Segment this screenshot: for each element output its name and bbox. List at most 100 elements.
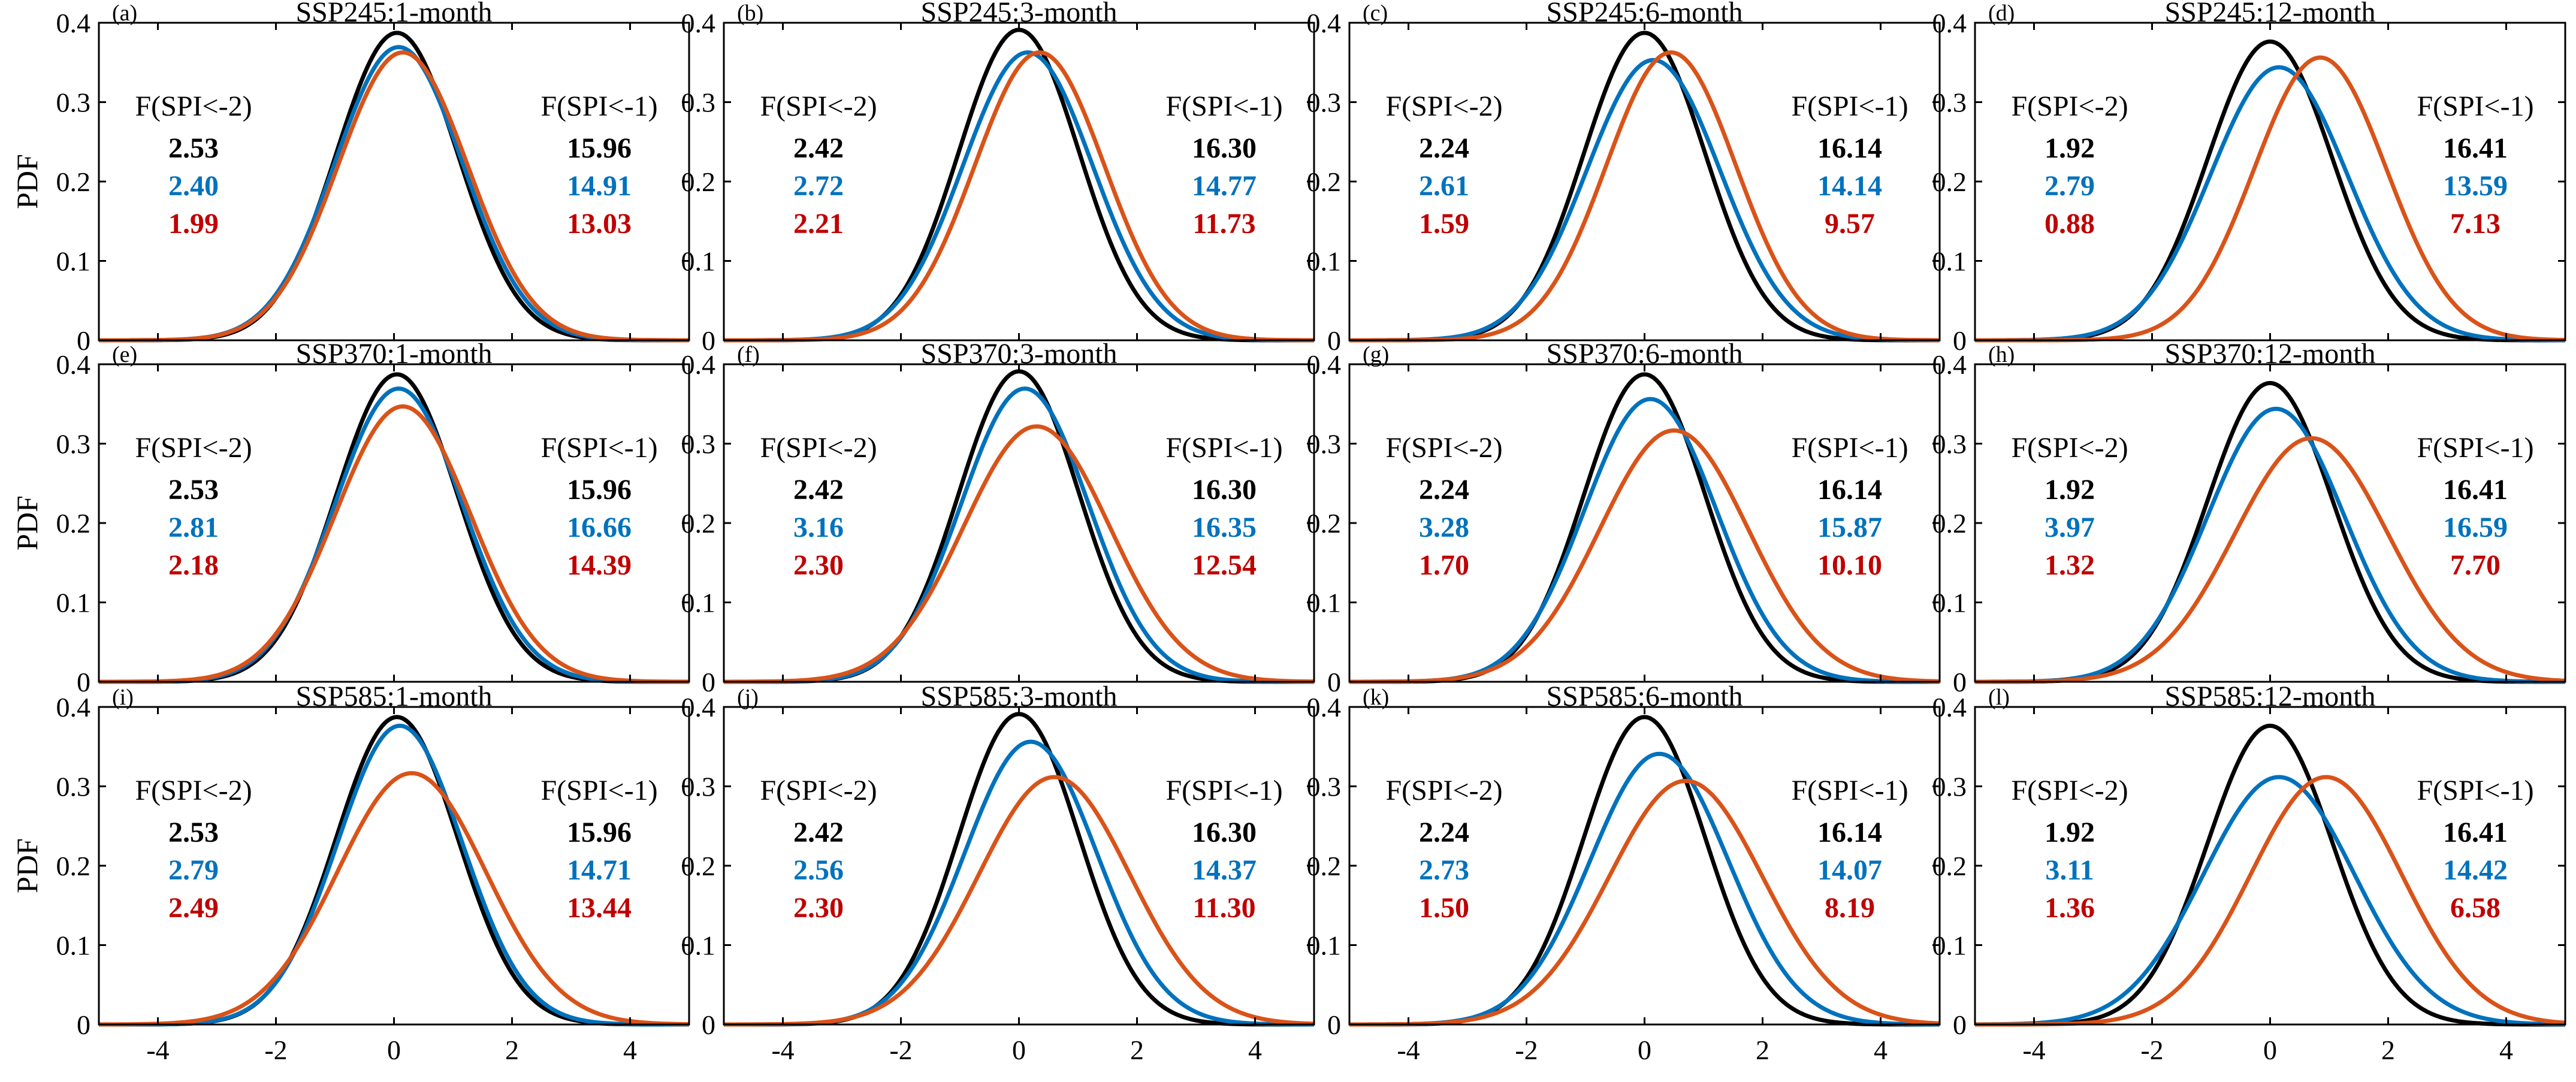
y-tick-label: 0.4	[56, 349, 91, 380]
f-spi-lt-m1-value: 16.14	[1817, 817, 1882, 848]
chart-panel: 0 0.1 0.2 0.3 0.4 SSP245:12-month (d) F(SPI<-2)…	[1932, 0, 2566, 356]
f-spi-lt-m2-header: F(SPI<-2)	[1385, 90, 1502, 122]
y-tick-label: 0.1	[1307, 588, 1342, 618]
f-spi-lt-m2-value: 2.53	[168, 474, 219, 506]
y-tick-label: 0.1	[1307, 246, 1342, 277]
f-spi-lt-m2-value: 2.72	[793, 170, 844, 202]
panel-title: SSP370:1-month	[295, 338, 492, 370]
y-tick-label: 0.2	[1932, 508, 1967, 539]
f-spi-lt-m1-value: 12.54	[1192, 549, 1257, 581]
y-tick-label: 0	[1327, 667, 1341, 697]
f-spi-lt-m2-header: F(SPI<-2)	[135, 432, 252, 464]
f-spi-lt-m2-value: 2.81	[168, 512, 219, 543]
x-tick-label: 4	[1874, 1035, 1888, 1065]
f-spi-lt-m2-value: 1.92	[2045, 817, 2095, 848]
y-tick-label: 0.3	[681, 429, 716, 460]
y-tick-label: 0.4	[1307, 8, 1342, 38]
series-line-orange	[1349, 428, 1940, 684]
f-spi-lt-m2-value: 2.53	[168, 817, 219, 848]
f-spi-lt-m2-value: 0.88	[2045, 208, 2095, 240]
y-tick-label: 0.4	[681, 692, 716, 723]
series-line-blue	[1974, 65, 2566, 343]
y-tick-label: 0.1	[681, 246, 716, 277]
y-tick-label: 0.3	[56, 87, 91, 118]
f-spi-lt-m2-value: 2.42	[793, 474, 844, 506]
series-line-orange	[724, 775, 1315, 1027]
f-spi-lt-m1-value: 16.14	[1817, 474, 1882, 506]
series-line-orange	[1975, 775, 2566, 1027]
f-spi-lt-m1-value: 14.39	[567, 549, 632, 581]
panel-title: SSP245:1-month	[295, 0, 492, 28]
y-tick-label: 0.4	[1932, 349, 1967, 380]
f-spi-lt-m2-header: F(SPI<-2)	[760, 775, 877, 806]
f-spi-lt-m1-value: 16.30	[1192, 817, 1257, 848]
f-spi-lt-m2-value: 2.73	[1419, 854, 1469, 886]
f-spi-lt-m1-header: F(SPI<-1)	[1791, 775, 1908, 806]
f-spi-lt-m1-value: 14.91	[567, 170, 632, 202]
x-tick-label: 2	[505, 1035, 519, 1065]
y-tick-label: 0	[1953, 1010, 1967, 1040]
x-tick-label: 2	[2381, 1035, 2395, 1065]
panel-title: SSP370:3-month	[920, 338, 1117, 370]
y-tick-label: 0	[702, 1010, 715, 1040]
f-spi-lt-m2-value: 2.42	[793, 132, 844, 164]
f-spi-lt-m1-value: 13.59	[2443, 170, 2508, 202]
f-spi-lt-m2-value: 2.79	[168, 854, 219, 886]
x-tick-label: 0	[1638, 1035, 1651, 1065]
y-tick-label: 0.1	[1932, 930, 1967, 961]
y-tick-label: 0.2	[1932, 167, 1967, 197]
f-spi-lt-m1-value: 16.66	[567, 512, 632, 543]
chart-panel: -4 -2 0 2 4 0 0.1 0.2 0.3 0.4 SSP585:1-month (i) F(S…	[10, 681, 690, 1065]
f-spi-lt-m1-value: 14.71	[567, 854, 632, 886]
f-spi-lt-m2-value: 2.30	[793, 549, 844, 581]
f-spi-lt-m1-value: 14.07	[1817, 854, 1882, 886]
y-tick-label: 0	[1327, 1010, 1341, 1040]
y-tick-label: 0.2	[1307, 167, 1342, 197]
y-tick-label: 0	[1327, 325, 1341, 356]
f-spi-lt-m1-value: 14.14	[1817, 170, 1882, 202]
chart-panel: 0 0.1 0.2 0.3 0.4 SSP370:1-month (e) F(SPI<-2) F…	[10, 338, 690, 697]
f-spi-lt-m2-value: 2.56	[793, 854, 844, 886]
y-tick-label: 0	[1953, 667, 1967, 697]
chart-panel: 0 0.1 0.2 0.3 0.4 SSP370:6-month (g) F(SPI<-2) F…	[1307, 338, 1941, 697]
f-spi-lt-m1-header: F(SPI<-1)	[1791, 432, 1908, 464]
f-spi-lt-m2-value: 2.24	[1419, 132, 1469, 164]
y-tick-label: 0.4	[56, 8, 91, 38]
f-spi-lt-m1-value: 14.77	[1192, 170, 1257, 202]
y-tick-label: 0.2	[1932, 851, 1967, 881]
f-spi-lt-m1-value: 14.37	[1192, 854, 1257, 886]
f-spi-lt-m2-value: 2.42	[793, 817, 844, 848]
f-spi-lt-m2-value: 1.99	[168, 208, 219, 240]
f-spi-lt-m2-value: 1.92	[2045, 474, 2095, 506]
y-tick-label: 0.1	[56, 930, 91, 961]
y-tick-label: 0.4	[1932, 692, 1967, 723]
x-tick-label: 0	[1012, 1035, 1026, 1065]
f-spi-lt-m1-value: 16.59	[2443, 512, 2508, 543]
f-spi-lt-m2-header: F(SPI<-2)	[2011, 432, 2128, 464]
f-spi-lt-m2-header: F(SPI<-2)	[135, 90, 252, 122]
f-spi-lt-m1-value: 11.73	[1192, 208, 1255, 240]
f-spi-lt-m2-value: 1.59	[1419, 208, 1469, 240]
f-spi-lt-m1-header: F(SPI<-1)	[2417, 775, 2533, 806]
y-tick-label: 0.2	[681, 508, 716, 539]
y-tick-label: 0	[1953, 325, 1967, 356]
f-spi-lt-m1-value: 8.19	[1825, 892, 1875, 924]
f-spi-lt-m1-value: 14.42	[2443, 854, 2508, 886]
f-spi-lt-m2-value: 2.18	[168, 549, 219, 581]
y-tick-label: 0.2	[56, 851, 91, 881]
f-spi-lt-m2-header: F(SPI<-2)	[760, 432, 877, 464]
f-spi-lt-m1-header: F(SPI<-1)	[1165, 775, 1282, 806]
f-spi-lt-m2-value: 3.16	[793, 512, 844, 543]
x-tick-label: -4	[771, 1035, 794, 1065]
panel-title: SSP245:6-month	[1546, 0, 1743, 28]
y-tick-label: 0.2	[1307, 851, 1342, 881]
y-tick-label: 0.3	[681, 87, 716, 118]
y-tick-label: 0.1	[1307, 930, 1342, 961]
panel-label: (l)	[1988, 685, 2010, 710]
f-spi-lt-m1-header: F(SPI<-1)	[1165, 432, 1282, 464]
f-spi-lt-m1-value: 15.96	[567, 817, 632, 848]
panel-title: SSP585:6-month	[1546, 681, 1743, 712]
y-tick-label: 0.1	[56, 588, 91, 618]
f-spi-lt-m1-header: F(SPI<-1)	[2417, 90, 2533, 122]
y-tick-label: 0.3	[56, 429, 91, 460]
